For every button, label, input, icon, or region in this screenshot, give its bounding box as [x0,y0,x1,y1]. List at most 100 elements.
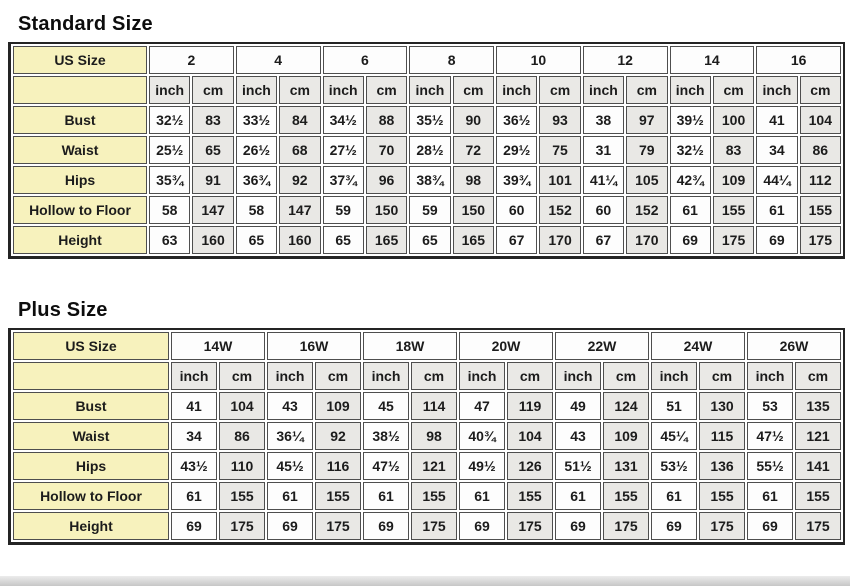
cm-value-cell: 91 [192,166,234,194]
size-col-header: 14W [171,332,265,360]
cm-value-cell: 116 [315,452,361,480]
cm-value-cell: 121 [411,452,457,480]
unit-header: cm [192,76,234,104]
inch-value-cell: 35½ [409,106,451,134]
unit-header: inch [651,362,697,390]
unit-header: inch [756,76,798,104]
inch-value-cell: 61 [756,196,798,224]
inch-value-cell: 63 [149,226,191,254]
standard-size-title: Standard Size [18,13,153,35]
inch-value-cell: 34 [756,136,798,164]
inch-value-cell: 38½ [363,422,409,450]
cm-value-cell: 175 [507,512,553,540]
us-size-header: US Size [13,46,147,74]
cm-value-cell: 126 [507,452,553,480]
inch-value-cell: 69 [747,512,793,540]
cm-value-cell: 155 [219,482,265,510]
inch-value-cell: 47½ [363,452,409,480]
size-col-header: 4 [235,46,321,74]
inch-value-cell: 61 [651,482,697,510]
inch-value-cell: 69 [669,226,711,254]
cm-value-cell: 70 [365,136,408,164]
inch-value-cell: 32½ [149,106,191,134]
inch-value-cell: 61 [171,482,217,510]
inch-value-cell: 60 [582,196,625,224]
unit-header: cm [315,362,361,390]
inch-value-cell: 45½ [267,452,313,480]
us-size-header: US Size [13,332,169,360]
inch-value-cell: 27½ [322,136,364,164]
size-col-header: 18W [363,332,457,360]
unit-header: inch [322,76,364,104]
row-label: Waist [13,422,169,450]
inch-value-cell: 35¾ [149,166,191,194]
inch-value-cell: 43 [555,422,601,450]
plus-size-table: US Size 14W 16W 18W 20W 22W 24W 26W inch cm inch cm… [8,328,845,545]
inch-value-cell: 45¼ [651,422,697,450]
cm-value-cell: 101 [539,166,581,194]
cm-value-cell: 109 [603,422,649,450]
unit-header: inch [409,76,451,104]
inch-value-cell: 43½ [171,452,217,480]
unit-header: inch [496,76,538,104]
unit-header: inch [555,362,601,390]
unit-header: inch [363,362,409,390]
bottom-edge-shadow [0,576,850,586]
inch-value-cell: 33½ [235,106,278,134]
cm-value-cell: 175 [315,512,361,540]
size-col-header: 22W [555,332,649,360]
corner-spacer [13,76,147,104]
inch-value-cell: 69 [555,512,601,540]
cm-value-cell: 155 [699,482,745,510]
corner-spacer [13,362,169,390]
inch-value-cell: 67 [582,226,625,254]
cm-value-cell: 131 [603,452,649,480]
unit-header: cm [626,76,668,104]
cm-value-cell: 96 [365,166,408,194]
unit-header: cm [279,76,321,104]
size-col-header: 20W [459,332,553,360]
size-col-header: 10 [496,46,581,74]
inch-value-cell: 40¾ [459,422,505,450]
inch-value-cell: 39½ [669,106,711,134]
cm-value-cell: 175 [799,226,841,254]
row-label: Waist [13,136,147,164]
cm-value-cell: 147 [279,196,321,224]
cm-value-cell: 104 [219,392,265,420]
inch-value-cell: 60 [496,196,538,224]
inch-value-cell: 49 [555,392,601,420]
cm-value-cell: 175 [699,512,745,540]
cm-value-cell: 72 [452,136,494,164]
cm-value-cell: 75 [539,136,581,164]
size-col-header: 24W [651,332,745,360]
cm-value-cell: 155 [799,196,841,224]
inch-value-cell: 61 [747,482,793,510]
cm-value-cell: 155 [315,482,361,510]
inch-value-cell: 34 [171,422,217,450]
inch-value-cell: 65 [322,226,364,254]
standard-size-table: US Size 2 4 6 8 10 12 14 16 inch cm inch cm inch cm inc… [8,42,845,259]
inch-value-cell: 36½ [496,106,538,134]
cm-value-cell: 79 [626,136,668,164]
inch-value-cell: 55½ [747,452,793,480]
inch-value-cell: 36¼ [267,422,313,450]
cm-value-cell: 135 [795,392,841,420]
cm-value-cell: 136 [699,452,745,480]
row-label: Bust [13,106,147,134]
unit-header: cm [539,76,581,104]
cm-value-cell: 68 [279,136,321,164]
row-label: Hips [13,452,169,480]
cm-value-cell: 88 [365,106,408,134]
inch-value-cell: 44¼ [756,166,798,194]
unit-header: cm [699,362,745,390]
inch-value-cell: 51 [651,392,697,420]
unit-header: inch [747,362,793,390]
inch-value-cell: 49½ [459,452,505,480]
cm-value-cell: 175 [603,512,649,540]
cm-value-cell: 104 [507,422,553,450]
cm-value-cell: 65 [192,136,234,164]
unit-header: inch [582,76,625,104]
inch-value-cell: 69 [459,512,505,540]
cm-value-cell: 165 [452,226,494,254]
cm-value-cell: 104 [799,106,841,134]
